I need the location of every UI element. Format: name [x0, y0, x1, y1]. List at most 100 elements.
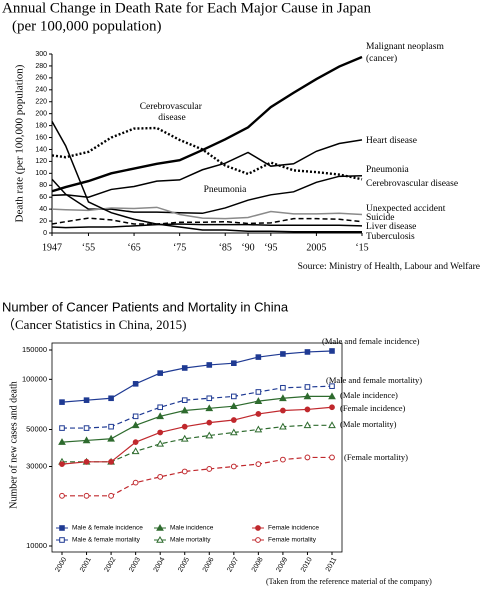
- x-tick-label: 2010: [300, 556, 314, 573]
- y-tick-label: 260: [35, 75, 47, 82]
- x-tick-label: ‘55: [82, 242, 95, 253]
- data-point: [82, 436, 91, 444]
- series-line: [51, 126, 363, 181]
- y-tick-label: 140: [35, 146, 47, 153]
- data-point: [255, 461, 262, 468]
- data-point: [230, 463, 237, 470]
- series-line: [51, 139, 363, 198]
- legend-marker: [255, 525, 261, 531]
- legend-label: Male & female mortality: [72, 537, 141, 544]
- x-tick-label: 2011: [325, 556, 339, 573]
- x-tick-label: 2005: [177, 556, 191, 573]
- series-line: [51, 223, 363, 229]
- data-point: [280, 351, 286, 357]
- legend-marker: [156, 535, 164, 543]
- data-point: [280, 384, 286, 391]
- data-point: [108, 458, 114, 465]
- x-tick-label: ‘75: [173, 242, 186, 253]
- y-tick-label: 220: [35, 99, 47, 106]
- y-tick-label: 200: [35, 111, 47, 118]
- data-point: [303, 421, 312, 429]
- annotation: (Male and female incidence): [322, 336, 420, 346]
- data-point: [304, 454, 311, 461]
- y-tick-label: 40: [39, 206, 47, 213]
- x-tick-label: 2004: [153, 556, 167, 573]
- x-tick-label: 2008: [251, 556, 265, 573]
- x-tick-label: ‘90: [241, 242, 254, 253]
- data-point: [83, 458, 90, 465]
- data-point: [329, 348, 335, 354]
- x-tick-label: 2002: [104, 556, 118, 573]
- data-point: [180, 434, 189, 442]
- annotation: (Male mortality): [340, 419, 397, 429]
- x-tick-label: ‘95: [264, 242, 277, 253]
- series-line: [61, 406, 333, 465]
- data-point: [280, 456, 286, 463]
- series-line: [62, 456, 332, 497]
- data-point: [255, 389, 262, 395]
- series-line: [51, 206, 363, 220]
- series-label: Unexpected accident: [366, 204, 446, 214]
- chart-2: Number of Cancer Patients and Mortality …: [2, 299, 432, 585]
- y-tick-label: 280: [35, 63, 47, 70]
- y-tick-label: 0: [43, 230, 47, 237]
- y-tick-label: 100: [35, 170, 47, 177]
- annotation: (Male and female mortality): [326, 375, 422, 385]
- x-tick-label: ‘65: [127, 242, 140, 253]
- chart-subtitle: （Cancer Statistics in China, 2015): [2, 317, 187, 332]
- data-point: [205, 404, 214, 412]
- y-tick-label: 240: [35, 87, 47, 94]
- data-point: [304, 384, 311, 390]
- x-tick-label: 2005: [306, 242, 326, 253]
- data-point: [157, 404, 163, 411]
- data-point: [157, 429, 164, 436]
- source: (Taken from the reference material of th…: [266, 577, 432, 586]
- data-point: [59, 492, 65, 499]
- y-axis-label: Number of new cases and death: [8, 381, 19, 508]
- data-point: [59, 425, 65, 431]
- data-point: [156, 439, 165, 447]
- plot-frame: [51, 342, 343, 553]
- data-point: [181, 468, 188, 475]
- data-point: [280, 407, 286, 414]
- data-point: [230, 417, 237, 423]
- data-point: [255, 354, 262, 360]
- data-point: [329, 404, 335, 411]
- data-point: [329, 454, 335, 461]
- x-tick-label: 2006: [202, 556, 216, 573]
- data-point: [83, 397, 90, 403]
- source: Source: Ministry of Health, Labour and W…: [298, 261, 480, 272]
- data-point: [304, 349, 311, 355]
- series-label: Tuberculosis: [366, 232, 415, 242]
- data-point: [59, 461, 65, 468]
- x-tick-label: 2000: [54, 556, 68, 573]
- data-point: [255, 411, 262, 417]
- series-label: Suicide: [366, 213, 395, 223]
- series-label: Cerebrovascular disease: [366, 179, 458, 189]
- y-tick-label: 300: [35, 51, 47, 58]
- data-point: [229, 402, 238, 410]
- y-tick-label: 150000: [22, 345, 47, 354]
- annotation: Cerebrovascular disease: [140, 102, 205, 123]
- y-tick-label: 60: [39, 194, 47, 201]
- legend-marker: [156, 523, 164, 531]
- y-tick-label: 30000: [26, 461, 47, 470]
- data-point: [254, 397, 263, 404]
- annotation: Pneumonia: [204, 185, 248, 195]
- data-point: [329, 383, 335, 389]
- data-point: [206, 466, 213, 472]
- data-point: [108, 423, 114, 430]
- series-line: [51, 217, 363, 225]
- series-line: [51, 121, 362, 233]
- y-tick-label: 100000: [22, 374, 47, 383]
- y-tick-label: 80: [39, 182, 47, 189]
- data-point: [83, 425, 90, 431]
- annotation: (Male incidence): [340, 390, 398, 400]
- data-point: [156, 412, 165, 420]
- data-point: [132, 439, 139, 446]
- data-point: [205, 431, 214, 439]
- chart-title: Number of Cancer Patients and Mortality …: [2, 299, 289, 314]
- data-point: [231, 360, 237, 366]
- legend-marker: [255, 537, 261, 543]
- x-tick-label: 2001: [79, 556, 93, 573]
